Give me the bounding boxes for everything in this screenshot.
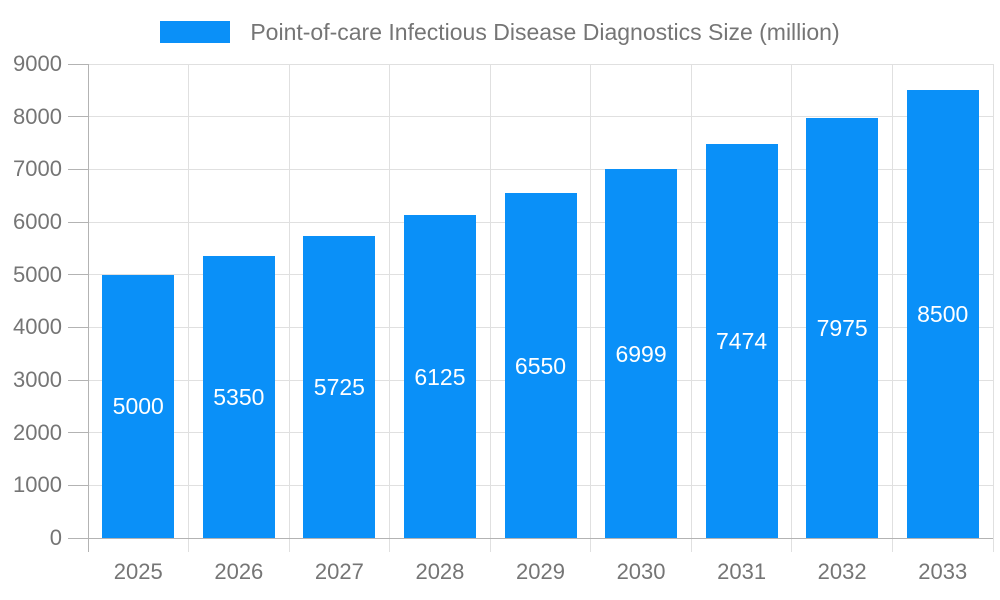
x-axis-line [88,537,993,539]
legend-label: Point-of-care Infectious Disease Diagnos… [250,19,840,45]
x-tick [188,538,190,552]
y-tick-label: 5000 [13,261,62,287]
bar-2033[interactable] [906,90,979,538]
y-tick-label: 1000 [13,472,62,498]
bar-2028[interactable] [403,215,476,538]
y-tick [68,274,88,276]
x-gridline [489,64,491,538]
bar-value-label: 5000 [112,393,164,420]
x-tick-label: 2025 [113,559,163,584]
y-tick [68,537,88,539]
x-tick [590,538,592,552]
x-gridline [590,64,592,538]
x-tick [992,538,994,552]
y-gridline [88,116,993,118]
x-tick [389,538,391,552]
x-tick-label: 2030 [616,559,666,584]
y-tick-label: 9000 [13,51,62,76]
x-tick-label: 2027 [314,559,364,584]
x-tick [690,538,692,552]
y-tick-label: 2000 [13,419,62,445]
y-tick-label: 4000 [13,314,62,340]
y-tick-label: 3000 [13,367,62,392]
x-gridline [188,64,190,538]
x-tick-label: 2029 [516,559,565,584]
x-tick-label: 2033 [918,559,968,584]
y-gridline [88,63,993,65]
y-tick [68,116,88,118]
y-gridline [88,168,993,170]
x-tick [288,538,290,552]
y-axis-line [87,64,89,538]
bar-value-label: 7474 [716,328,768,355]
x-gridline [791,64,793,538]
y-tick [68,63,88,65]
y-tick [68,484,88,486]
bar-value-label: 8500 [917,301,969,328]
y-tick-label: 6000 [13,209,62,234]
chart-legend[interactable]: Point-of-care Infectious Disease Diagnos… [0,20,1000,44]
legend-swatch[interactable] [160,21,231,43]
x-tick [489,538,491,552]
x-tick-label: 2026 [214,559,264,584]
x-gridline [690,64,692,538]
x-gridline [288,64,290,538]
x-tick-label: 2032 [817,559,867,584]
y-tick [68,326,88,328]
y-tick [68,432,88,434]
y-tick-label: 0 [49,525,62,550]
bar-value-label: 5725 [313,374,365,401]
bar-value-label: 5350 [213,384,265,411]
bar-value-label: 7975 [816,314,868,341]
x-gridline [992,64,994,538]
bar-2031[interactable] [705,144,778,538]
x-tick-label: 2031 [717,559,767,584]
bar-2030[interactable] [605,169,678,538]
bar-2027[interactable] [303,236,376,538]
x-tick [87,538,89,552]
x-gridline [891,64,893,538]
bar-2026[interactable] [202,256,275,538]
bar-2032[interactable] [806,117,879,538]
bar-2029[interactable] [504,193,577,538]
x-tick [891,538,893,552]
x-tick-label: 2028 [415,559,465,584]
y-tick [68,168,88,170]
bar-value-label: 6999 [615,340,667,367]
x-tick [791,538,793,552]
bar-value-label: 6550 [514,352,567,379]
y-tick-label: 8000 [13,103,62,129]
bar-value-label: 6125 [414,363,466,390]
x-gridline [389,64,391,538]
y-tick [68,221,88,223]
y-tick-label: 7000 [13,156,62,182]
y-tick [68,379,88,381]
bar-2025[interactable] [102,274,175,538]
